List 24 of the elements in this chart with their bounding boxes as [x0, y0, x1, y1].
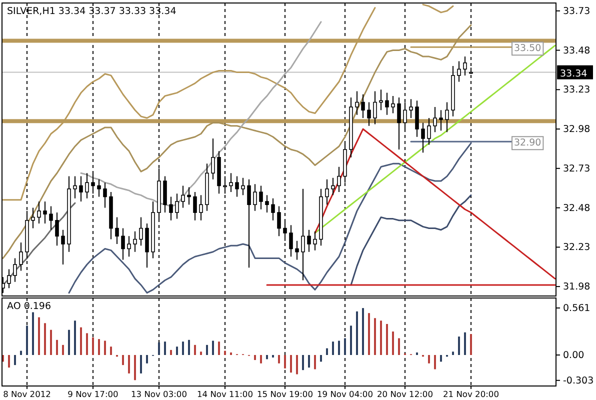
x-tick-label: 20 Nov 12:00: [377, 389, 433, 399]
y-tick-label: 32.48: [563, 202, 590, 214]
y-tick-label: -0.303: [563, 375, 594, 386]
x-tick-label: 8 Nov 2012: [3, 389, 51, 399]
x-tick-label: 19 Nov 04:00: [317, 389, 373, 399]
x-tick-label: 21 Nov 20:00: [443, 389, 499, 399]
chart-title: AO 0.196: [7, 301, 52, 312]
y-tick-label: 31.98: [563, 282, 590, 293]
y-tick-label: 0.561: [563, 303, 590, 314]
y-tick-label: 32.23: [563, 242, 590, 254]
x-tick-label: 13 Nov 03:00: [131, 389, 187, 399]
y-tick-label: 32.73: [563, 163, 590, 174]
y-tick-label: 32.98: [563, 124, 590, 136]
y-tick-label: 33.23: [563, 84, 590, 96]
x-tick-label: 15 Nov 19:00: [257, 389, 313, 399]
annotation: 33.50: [514, 43, 542, 54]
ref-line-label: 33.34: [560, 68, 588, 80]
y-tick-label: 0.00: [563, 350, 584, 362]
y-tick-label: 33.48: [563, 45, 590, 56]
annotation: 32.90: [514, 138, 542, 149]
x-tick-label: 14 Nov 11:00: [197, 389, 253, 399]
x-tick-label: 9 Nov 17:00: [68, 389, 118, 399]
y-tick-label: 33.73: [563, 6, 590, 17]
chart-title: SILVER,H1 33.34 33.37 33.33 33.34: [7, 6, 176, 17]
